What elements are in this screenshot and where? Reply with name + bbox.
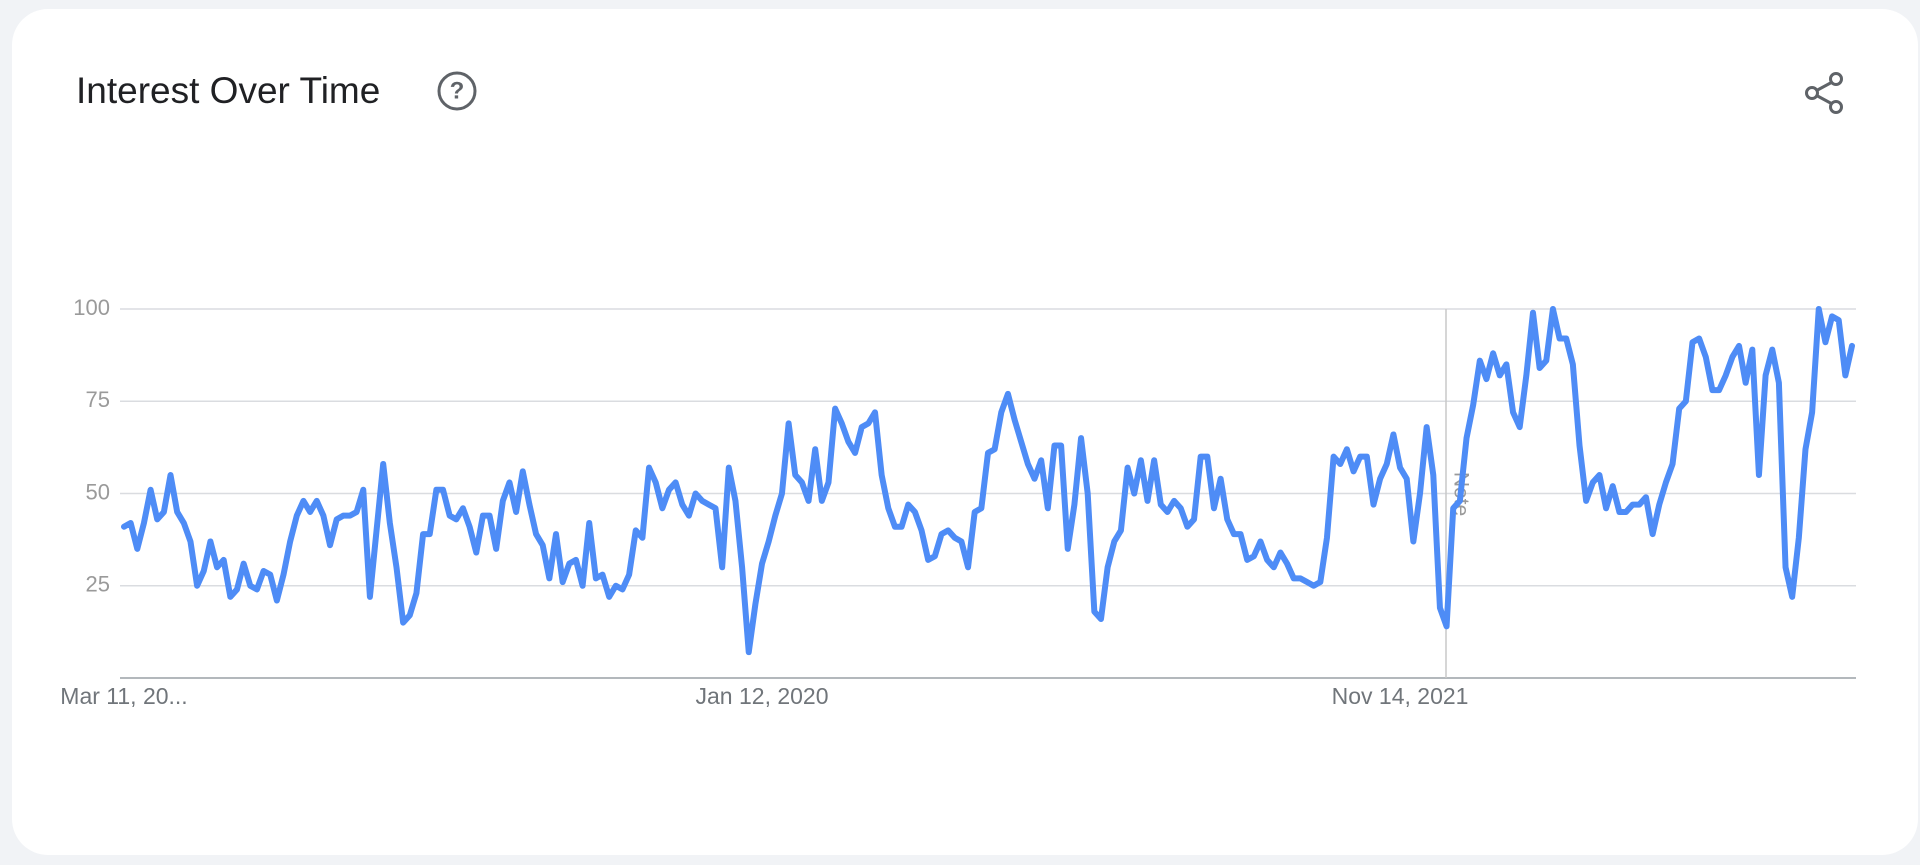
help-icon[interactable]: ? bbox=[437, 71, 477, 111]
x-tick-label: Mar 11, 20... bbox=[60, 683, 187, 709]
y-tick-label: 25 bbox=[86, 572, 110, 597]
y-tick-label: 75 bbox=[86, 387, 110, 412]
share-icon[interactable] bbox=[1805, 72, 1843, 114]
x-tick-label: Jan 12, 2020 bbox=[696, 683, 829, 709]
trend-line bbox=[121, 306, 1855, 656]
chart-title: Interest Over Time bbox=[76, 70, 380, 111]
y-tick-label: 50 bbox=[86, 479, 110, 504]
x-tick-label: Nov 14, 2021 bbox=[1332, 683, 1469, 709]
svg-text:?: ? bbox=[450, 77, 465, 104]
card bbox=[12, 9, 1918, 855]
y-tick-label: 100 bbox=[73, 295, 110, 320]
